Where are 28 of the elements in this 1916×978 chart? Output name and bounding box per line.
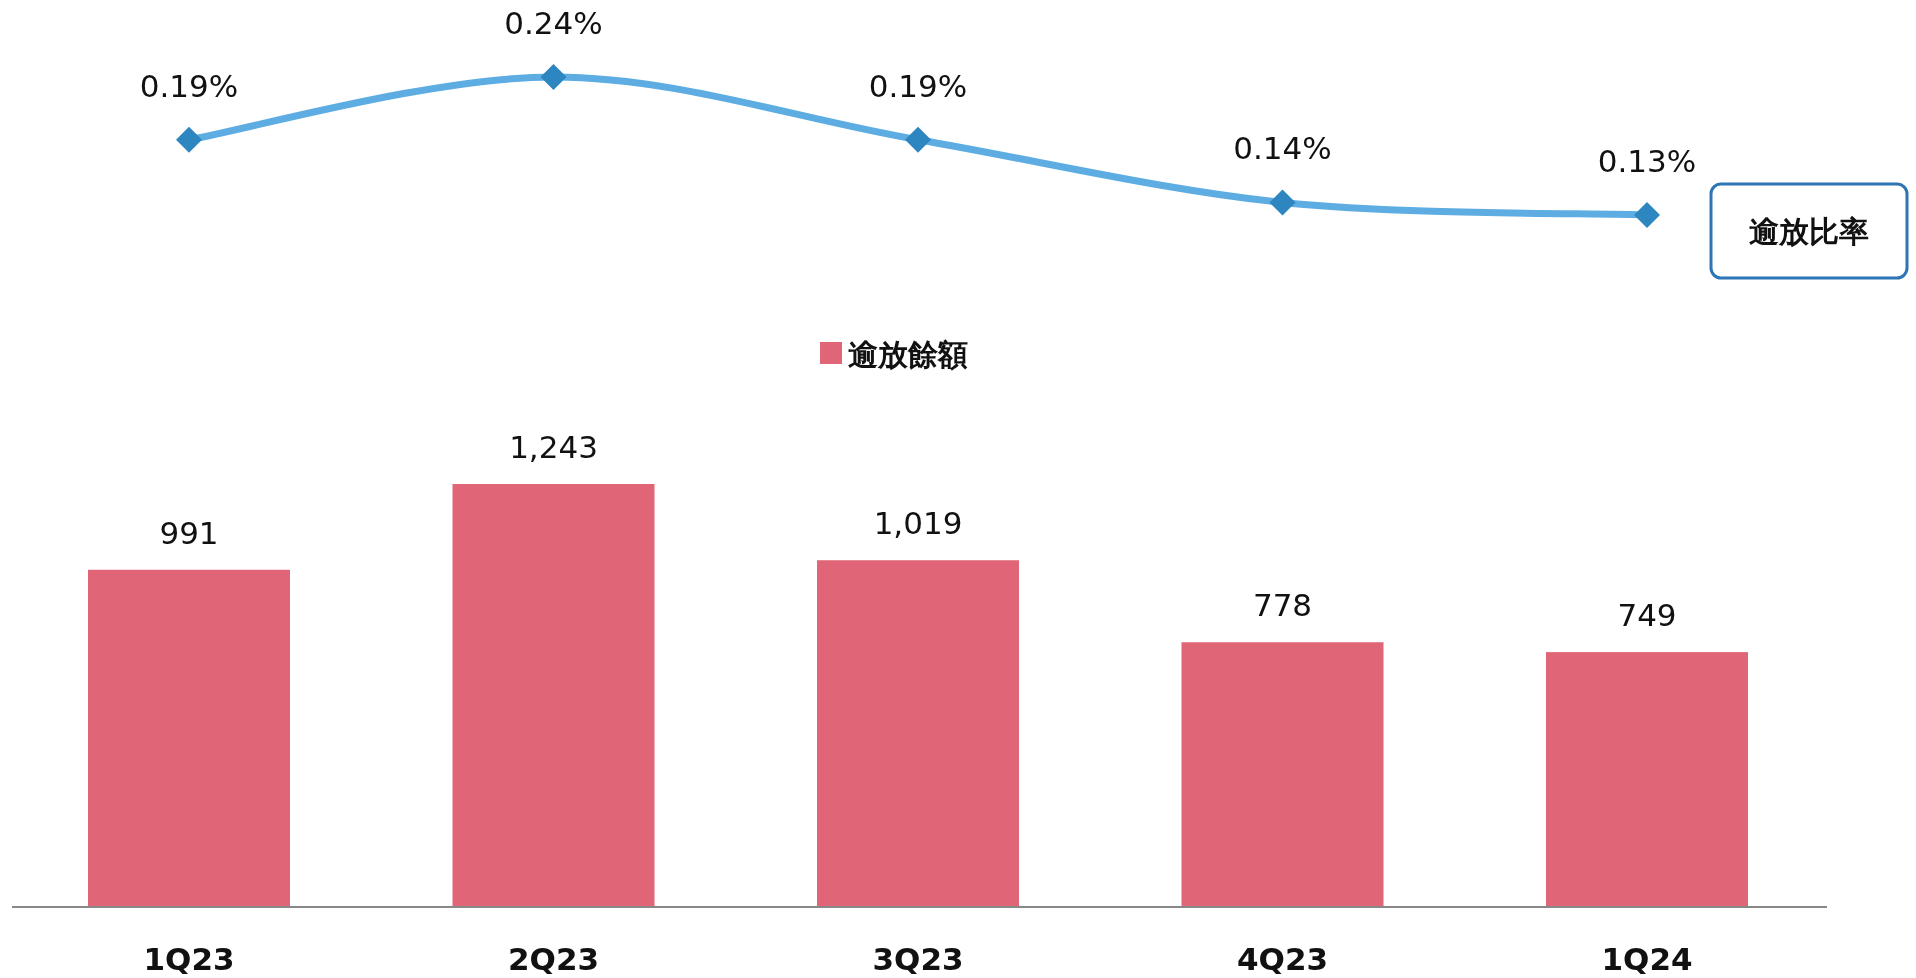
data-label: 0.24% (504, 5, 603, 41)
data-label: 0.13% (1597, 143, 1697, 179)
bar (1181, 642, 1384, 907)
legend: 逾放餘額 (820, 337, 968, 372)
data-label: 1,243 (509, 429, 598, 465)
text: 逾放比率 (1749, 214, 1869, 249)
point (176, 126, 202, 153)
point (1269, 189, 1296, 216)
point (905, 126, 931, 153)
data-label: 749 (1617, 597, 1677, 634)
data-label: 0.19% (139, 67, 239, 104)
data-label: 0.19% (868, 67, 968, 104)
x-tick-label: 2Q23 (507, 941, 600, 977)
x-tick-label: 4Q23 (1236, 941, 1329, 977)
bar (817, 560, 1019, 907)
legend-label: 逾放餘額 (848, 337, 968, 372)
x-tick-label: 1Q23 (143, 941, 235, 977)
point (1634, 202, 1660, 228)
x-tick-label: 1Q24 (1601, 941, 1693, 977)
data-label: 0.14% (1233, 130, 1332, 167)
point (540, 64, 567, 90)
x-tick-label: 3Q23 (872, 941, 964, 977)
bar (1546, 652, 1748, 907)
data-label: 1,019 (873, 505, 963, 542)
bar (452, 484, 655, 907)
data-label: 991 (159, 514, 219, 551)
bar (88, 569, 290, 907)
data-label: 778 (1252, 587, 1313, 624)
